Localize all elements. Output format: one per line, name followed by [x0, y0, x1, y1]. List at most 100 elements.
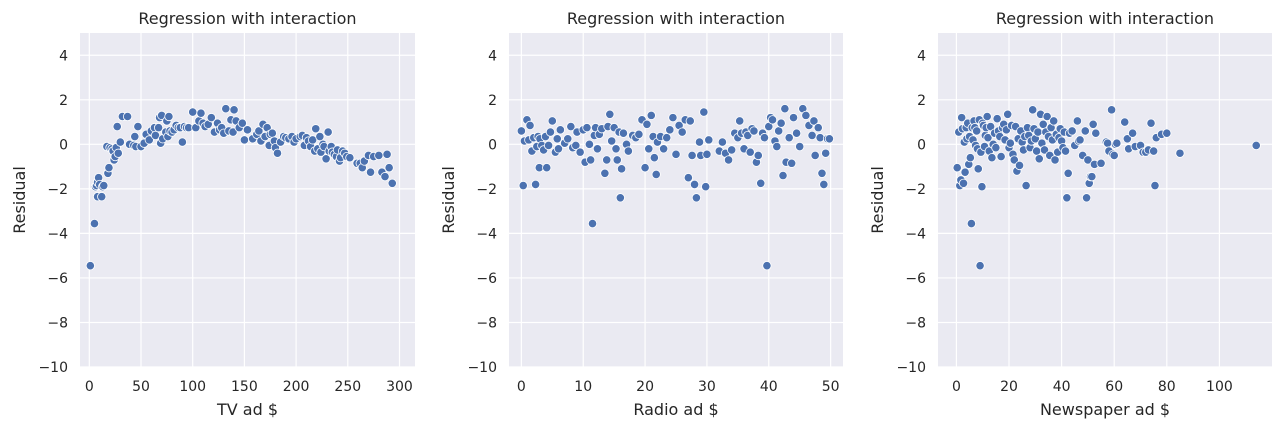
- data-point: [239, 135, 249, 145]
- data-point: [985, 121, 996, 132]
- data-point: [113, 148, 123, 158]
- y-tick-label: −10: [38, 360, 68, 376]
- data-point: [960, 167, 970, 177]
- data-point: [267, 128, 277, 138]
- data-point: [1050, 155, 1060, 165]
- x-tick-label: 0: [85, 379, 94, 395]
- data-point: [543, 140, 554, 151]
- data-point: [662, 133, 672, 143]
- data-point: [634, 129, 644, 139]
- data-point: [982, 111, 992, 122]
- data-point: [1103, 138, 1113, 148]
- data-point: [563, 134, 573, 144]
- data-point: [1150, 180, 1160, 191]
- data-point: [801, 110, 811, 120]
- data-point: [587, 219, 598, 229]
- data-point: [975, 261, 985, 271]
- data-point: [735, 116, 745, 126]
- y-tick-label: −10: [896, 360, 926, 376]
- data-point: [571, 140, 581, 151]
- data-point: [973, 164, 983, 174]
- grid-lines: [509, 33, 843, 368]
- x-tick-label: 0: [952, 379, 961, 395]
- data-point: [642, 119, 652, 129]
- x-tick-label: 80: [1158, 379, 1176, 395]
- data-point: [1162, 128, 1172, 138]
- data-point: [228, 127, 238, 137]
- scatter-chart-tv: 0 50 100 150 200 250 300 4 2 0 −2 −4 −6 −8 −10 Regressi…: [0, 0, 430, 428]
- data-point: [1060, 146, 1071, 156]
- data-point: [687, 150, 697, 161]
- data-point: [1009, 155, 1019, 165]
- y-tick-label: 2: [59, 93, 68, 109]
- data-point: [1038, 119, 1048, 129]
- y-tick-label: 0: [917, 137, 926, 153]
- data-point: [817, 168, 827, 178]
- data-point: [958, 178, 969, 188]
- data-point: [387, 178, 397, 188]
- x-tick-label: 10: [574, 379, 592, 395]
- y-tick-label: −4: [476, 226, 497, 242]
- data-point: [992, 114, 1002, 124]
- data-point: [780, 104, 790, 114]
- data-point: [1042, 111, 1052, 122]
- data-point: [1096, 158, 1106, 168]
- data-point: [547, 116, 557, 126]
- x-tick-label: 100: [179, 379, 206, 395]
- data-point: [1080, 126, 1090, 136]
- data-point: [133, 121, 143, 132]
- data-point: [1120, 117, 1130, 127]
- data-point: [153, 123, 164, 133]
- data-point: [144, 135, 154, 145]
- y-tick-label: −6: [476, 271, 497, 287]
- x-tick-label: 60: [1105, 379, 1123, 395]
- x-tick-label: 200: [283, 379, 310, 395]
- data-point: [965, 153, 975, 163]
- data-point: [1091, 128, 1101, 138]
- x-tick-label: 20: [1000, 379, 1018, 395]
- chart-title: Regression with interaction: [567, 9, 785, 28]
- data-point: [552, 134, 562, 144]
- y-tick-label: −8: [476, 315, 497, 331]
- y-tick-label: −4: [905, 226, 926, 242]
- x-tick-label: 40: [760, 379, 778, 395]
- data-point: [115, 137, 125, 147]
- data-point: [701, 182, 711, 192]
- data-point: [1021, 180, 1031, 191]
- data-point: [229, 105, 239, 115]
- data-point: [365, 167, 376, 177]
- x-tick-label: 100: [1206, 379, 1233, 395]
- data-point: [957, 113, 967, 123]
- data-point: [651, 169, 661, 179]
- data-point: [699, 107, 709, 117]
- data-point: [640, 163, 650, 173]
- x-tick-label: 250: [334, 379, 361, 395]
- data-point: [130, 131, 140, 142]
- x-tick-label: 150: [231, 379, 258, 395]
- data-point: [972, 126, 982, 136]
- data-point: [607, 136, 617, 146]
- data-point: [787, 158, 797, 168]
- data-point: [723, 155, 734, 165]
- data-point: [221, 104, 231, 114]
- data-point: [1005, 138, 1015, 148]
- y-tick-label: −2: [476, 182, 497, 198]
- data-point: [1014, 160, 1025, 171]
- data-point: [749, 126, 759, 136]
- y-tick-label: −6: [47, 271, 68, 287]
- data-point: [1032, 146, 1042, 156]
- data-point: [1003, 109, 1013, 119]
- chart-svg: 0 50 100 150 200 250 300 4 2 0 −2 −4 −6 −8 −10 Regressi…: [10, 9, 415, 419]
- data-point: [983, 133, 993, 143]
- data-point: [665, 125, 675, 135]
- data-point: [345, 153, 355, 163]
- data-point: [671, 149, 681, 159]
- data-point: [689, 179, 700, 190]
- y-tick-label: 4: [59, 48, 68, 64]
- data-point: [1081, 193, 1092, 203]
- y-axis-label: Residual: [10, 166, 29, 234]
- data-point: [788, 113, 799, 123]
- data-point: [1049, 116, 1059, 126]
- data-point: [177, 137, 187, 147]
